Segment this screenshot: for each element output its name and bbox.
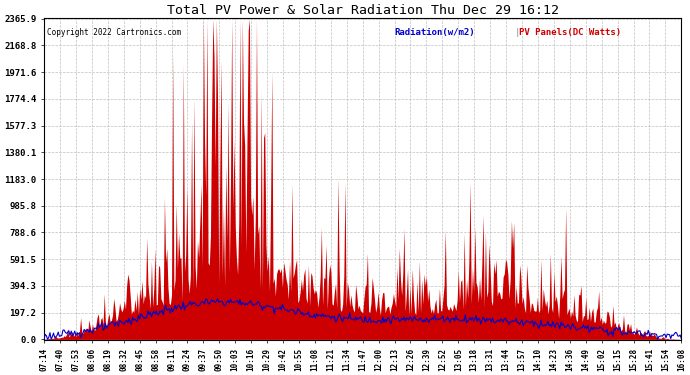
Text: Radiation(w/m2): Radiation(w/m2) (395, 28, 475, 37)
Text: |: | (514, 28, 520, 37)
Text: PV Panels(DC Watts): PV Panels(DC Watts) (519, 28, 621, 37)
Title: Total PV Power & Solar Radiation Thu Dec 29 16:12: Total PV Power & Solar Radiation Thu Dec… (167, 4, 559, 17)
Text: Copyright 2022 Cartronics.com: Copyright 2022 Cartronics.com (47, 28, 181, 37)
